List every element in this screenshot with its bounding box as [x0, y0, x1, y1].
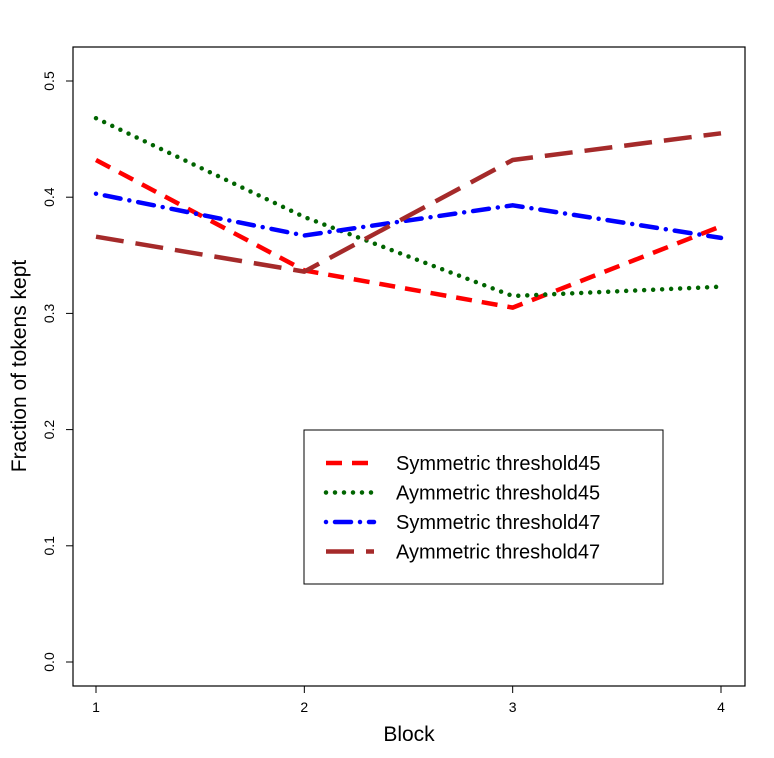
legend-label: Aymmetric threshold45 — [396, 483, 600, 505]
x-tick-label: 4 — [717, 699, 725, 715]
legend: Symmetric threshold45 Aymmetric threshold… — [303, 429, 664, 585]
x-axis-label: Block — [383, 723, 435, 746]
series-line-4 — [95, 131, 722, 274]
y-axis-label: Fraction of tokens kept — [8, 260, 31, 473]
y-tick-label: 0.0 — [41, 652, 57, 672]
legend-box — [303, 429, 664, 585]
series-line-3 — [93, 191, 724, 241]
legend-label: Symmetric threshold45 — [396, 453, 601, 475]
legend-label: Symmetric threshold47 — [396, 512, 601, 534]
y-tick-label: 0.4 — [41, 187, 57, 207]
x-tick-label: 2 — [300, 699, 308, 715]
legend-label: Aymmetric threshold47 — [396, 542, 600, 564]
series-line-1 — [94, 158, 722, 310]
y-tick-label: 0.1 — [41, 536, 57, 556]
series-line-2 — [93, 115, 724, 299]
y-tick-label: 0.2 — [41, 420, 57, 440]
y-tick-label: 0.3 — [41, 303, 57, 323]
series-layer — [93, 115, 724, 310]
axes: 1 2 3 4 0.0 0.1 0.2 0.3 0.4 0.5 — [41, 71, 725, 715]
x-tick-label: 1 — [92, 699, 100, 715]
x-tick-label: 3 — [509, 699, 517, 715]
y-tick-label: 0.5 — [41, 71, 57, 91]
